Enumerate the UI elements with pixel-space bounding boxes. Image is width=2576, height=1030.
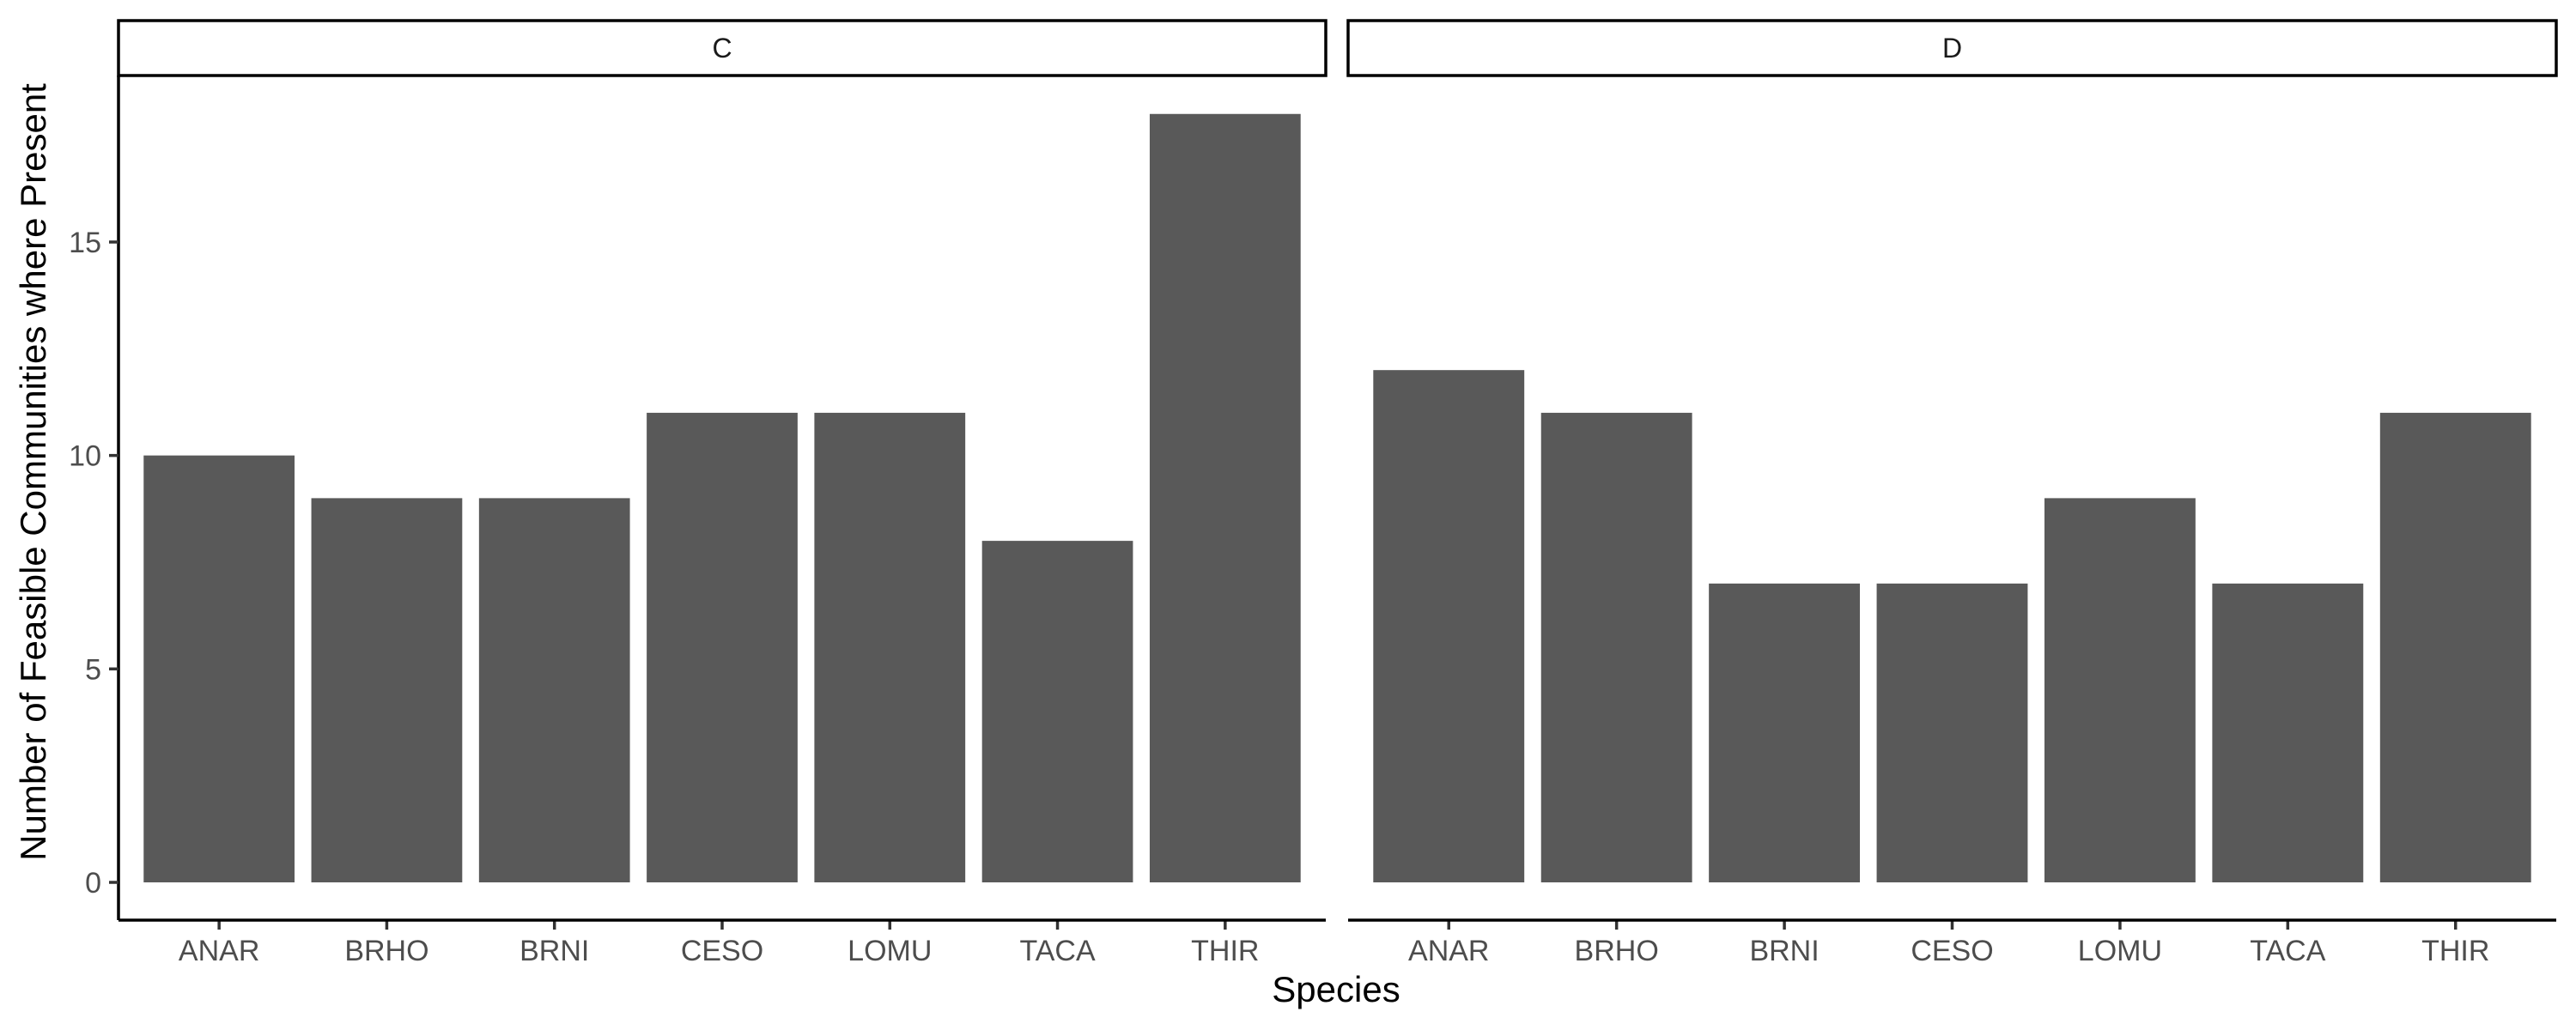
x-tick-label: TACA: [1019, 935, 1095, 967]
bar-lomu: [2044, 498, 2196, 882]
y-tick-label: 0: [85, 867, 101, 900]
x-tick-label: CESO: [681, 935, 763, 967]
x-tick-label: ANAR: [179, 935, 259, 967]
bar-thir: [2379, 412, 2531, 883]
x-tick-label: CESO: [1911, 935, 1993, 967]
bar-ceso: [1876, 583, 2028, 882]
x-tick-label: BRNI: [1749, 935, 1819, 967]
y-tick-label: 10: [69, 440, 101, 473]
x-tick-label: ANAR: [1408, 935, 1489, 967]
x-tick-label: BRHO: [344, 935, 428, 967]
bar-brni: [1709, 583, 1861, 882]
x-tick-label: BRNI: [519, 935, 589, 967]
facet-strip: [1346, 19, 2558, 77]
x-tick-label: TACA: [2250, 935, 2325, 967]
y-tick-label: 5: [85, 653, 101, 686]
bar-ceso: [647, 412, 798, 883]
y-tick-label: 15: [69, 227, 101, 259]
x-axis-title: Species: [1272, 969, 1400, 1009]
x-tick-label: BRHO: [1575, 935, 1659, 967]
bar-brho: [1540, 412, 1692, 883]
bar-taca: [2212, 583, 2364, 882]
bar-anar: [143, 455, 295, 882]
bar-brni: [478, 498, 630, 882]
x-tick-label: LOMU: [848, 935, 932, 967]
bar-lomu: [814, 412, 966, 883]
x-tick-label: THIR: [1191, 935, 1259, 967]
y-axis-title: Number of Feasible Communities where Pre…: [13, 83, 53, 861]
panel-D: D ANAR BRHO BRNI CESO LOMU TACA THIR: [1346, 19, 2558, 967]
panels-layer: C ANAR BRHO BRNI CESO LOMU TACA THIR 0 5 10 15 D ANAR…: [69, 19, 2558, 967]
facet-strip: [117, 19, 1327, 77]
bar-thir: [1149, 113, 1301, 882]
x-tick-label: LOMU: [2078, 935, 2162, 967]
bar-brho: [311, 498, 463, 882]
panel-C: C ANAR BRHO BRNI CESO LOMU TACA THIR 0 5 10 15: [69, 19, 1327, 967]
x-tick-label: THIR: [2421, 935, 2489, 967]
facet-strip-label: D: [1942, 33, 1962, 64]
facet-strip-label: C: [712, 33, 732, 64]
bar-taca: [981, 541, 1133, 882]
bar-anar: [1373, 370, 1525, 883]
